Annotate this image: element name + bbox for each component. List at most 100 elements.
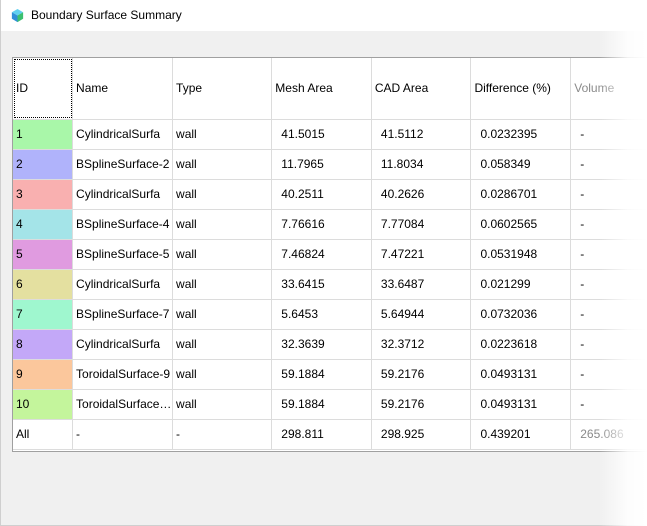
- table-row[interactable]: 8 CylindricalSurfa wall 32.3639 32.3712 0.022…: [13, 329, 647, 360]
- cell-id: 6: [13, 269, 74, 300]
- cell-difference: 0.0531948: [470, 239, 572, 270]
- table-row[interactable]: 6 CylindricalSurfa wall 33.6415 33.6487 0.021…: [13, 269, 647, 300]
- cell-cad-area: 7.47221: [371, 239, 472, 270]
- cell-name: ToroidalSurface…: [72, 389, 174, 420]
- cell-volume: -: [570, 119, 647, 150]
- cell-type: wall: [172, 389, 273, 420]
- column-header-difference[interactable]: Difference (%): [470, 58, 572, 120]
- cell-id: 8: [13, 329, 74, 360]
- column-header-type[interactable]: Type: [172, 58, 273, 120]
- cell-name: BSplineSurface-4: [72, 209, 174, 240]
- cell-name: CylindricalSurfa: [72, 179, 174, 210]
- cell-cad-area: 41.5112: [371, 119, 472, 150]
- cell-id: 9: [13, 359, 74, 390]
- cell-cad-area: 32.3712: [371, 329, 472, 360]
- table-total-row[interactable]: All - -298.811 298.925 0.439201 265.086: [13, 419, 647, 450]
- total-cell-id: All: [13, 419, 74, 450]
- cell-id: 10: [13, 389, 74, 420]
- total-cell-type: -: [172, 419, 273, 450]
- column-header-volume[interactable]: Volume: [570, 58, 647, 120]
- cell-name: BSplineSurface-5: [72, 239, 174, 270]
- column-header-cad-area[interactable]: CAD Area: [371, 58, 472, 120]
- cell-type: wall: [172, 329, 273, 360]
- table-row[interactable]: 7 BSplineSurface-7 wall 5.6453 5.64944 0.0732…: [13, 299, 647, 330]
- cell-id: 3: [13, 179, 74, 210]
- table-row[interactable]: 5 BSplineSurface-5 wall 7.46824 7.47221 0.053…: [13, 239, 647, 270]
- cell-mesh-area: 59.1884: [271, 389, 372, 420]
- app-cube-icon: [11, 8, 24, 23]
- title-bar[interactable]: Boundary Surface Summary: [1, 0, 647, 31]
- cell-volume: -: [570, 299, 647, 330]
- cell-difference: 0.0286701: [470, 179, 572, 210]
- cell-difference: 0.0602565: [470, 209, 572, 240]
- cell-name: BSplineSurface-2: [72, 149, 174, 180]
- cell-mesh-area: 11.7965: [271, 149, 372, 180]
- table-row[interactable]: 2 BSplineSurface-2 wall 11.7965 11.8034 0.058…: [13, 149, 647, 180]
- cell-mesh-area: 5.6453: [271, 299, 372, 330]
- cell-difference: 0.0223618: [470, 329, 572, 360]
- cell-cad-area: 59.2176: [371, 359, 472, 390]
- table-row[interactable]: 10 ToroidalSurface… wall 59.1884 59.2176 0.04…: [13, 389, 647, 420]
- surface-summary-table: ID Name Type Mesh Area CAD Area Differen…: [12, 57, 647, 452]
- cell-type: wall: [172, 119, 273, 150]
- cell-type: wall: [172, 299, 273, 330]
- cell-type: wall: [172, 359, 273, 390]
- cell-id: 7: [13, 299, 74, 330]
- cell-cad-area: 11.8034: [371, 149, 472, 180]
- cell-mesh-area: 32.3639: [271, 329, 372, 360]
- cell-volume: -: [570, 239, 647, 270]
- cell-cad-area: 7.77084: [371, 209, 472, 240]
- cell-mesh-area: 33.6415: [271, 269, 372, 300]
- total-cell-mesh-area: 298.811: [271, 419, 372, 450]
- cell-volume: -: [570, 329, 647, 360]
- table-row[interactable]: 4 BSplineSurface-4 wall 7.76616 7.77084 0.060…: [13, 209, 647, 240]
- window-title: Boundary Surface Summary: [31, 8, 182, 22]
- table-header-row: ID Name Type Mesh Area CAD Area Differen…: [13, 58, 647, 120]
- cell-difference: 0.0232395: [470, 119, 572, 150]
- cell-cad-area: 5.64944: [371, 299, 472, 330]
- cell-type: wall: [172, 149, 273, 180]
- cell-volume: -: [570, 179, 647, 210]
- total-cell-cad-area: 298.925: [371, 419, 472, 450]
- cell-difference: 0.0493131: [470, 389, 572, 420]
- cell-cad-area: 33.6487: [371, 269, 472, 300]
- cell-volume: -: [570, 209, 647, 240]
- cell-volume: -: [570, 149, 647, 180]
- cell-volume: -: [570, 269, 647, 300]
- cell-mesh-area: 7.76616: [271, 209, 372, 240]
- column-header-id[interactable]: ID: [13, 58, 74, 120]
- cell-cad-area: 40.2626: [371, 179, 472, 210]
- cell-id: 5: [13, 239, 74, 270]
- cell-volume: -: [570, 359, 647, 390]
- cell-name: CylindricalSurfa: [72, 119, 174, 150]
- cell-mesh-area: 59.1884: [271, 359, 372, 390]
- cell-type: wall: [172, 269, 273, 300]
- cell-mesh-area: 7.46824: [271, 239, 372, 270]
- total-cell-name: -: [72, 419, 174, 450]
- cell-id: 1: [13, 119, 74, 150]
- table-row[interactable]: 9 ToroidalSurface-9 wall 59.1884 59.2176 0.04…: [13, 359, 647, 390]
- cell-volume: -: [570, 389, 647, 420]
- cell-type: wall: [172, 239, 273, 270]
- cell-id: 2: [13, 149, 74, 180]
- cell-difference: 0.0493131: [470, 359, 572, 390]
- total-cell-volume: 265.086: [570, 419, 647, 450]
- table-row[interactable]: 1 CylindricalSurfa wall 41.5015 41.5112 0.023…: [13, 119, 647, 150]
- cell-type: wall: [172, 209, 273, 240]
- cell-difference: 0.058349: [470, 149, 572, 180]
- cell-cad-area: 59.2176: [371, 389, 472, 420]
- cell-id: 4: [13, 209, 74, 240]
- cell-difference: 0.0732036: [470, 299, 572, 330]
- cell-name: CylindricalSurfa: [72, 269, 174, 300]
- cell-name: BSplineSurface-7: [72, 299, 174, 330]
- cell-mesh-area: 40.2511: [271, 179, 372, 210]
- cell-type: wall: [172, 179, 273, 210]
- cell-mesh-area: 41.5015: [271, 119, 372, 150]
- column-header-mesh-area[interactable]: Mesh Area: [271, 58, 372, 120]
- column-header-name[interactable]: Name: [72, 58, 174, 120]
- cell-difference: 0.021299: [470, 269, 572, 300]
- table-row[interactable]: 3 CylindricalSurfa wall 40.2511 40.2626 0.028…: [13, 179, 647, 210]
- total-cell-difference: 0.439201: [470, 419, 572, 450]
- cell-name: ToroidalSurface-9: [72, 359, 174, 390]
